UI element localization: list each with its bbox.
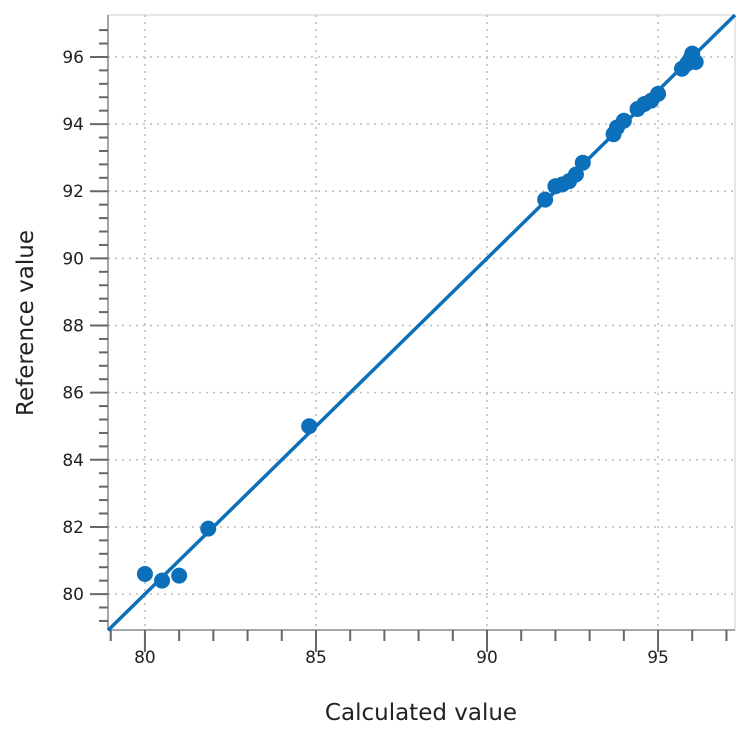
- y-tick-label: 84: [62, 451, 84, 471]
- y-tick-label: 86: [62, 384, 84, 404]
- data-point: [154, 572, 171, 589]
- data-point: [136, 565, 153, 582]
- y-tick-label: 96: [62, 48, 84, 68]
- y-tick-label: 92: [62, 182, 84, 202]
- data-point: [682, 50, 699, 67]
- y-tick-label: 90: [62, 249, 84, 269]
- data-point: [171, 567, 188, 584]
- axes: [90, 15, 735, 652]
- x-tick-label: 95: [647, 648, 669, 668]
- y-tick-label: 80: [62, 585, 84, 605]
- data-point: [615, 112, 632, 129]
- grid: [108, 15, 735, 630]
- data-point: [537, 191, 554, 208]
- data-point: [200, 520, 217, 537]
- y-tick-label: 88: [62, 317, 84, 337]
- tick-labels: 80 85 90 95 80 82 84 86 88 90 92 94 96: [62, 48, 668, 668]
- data-point: [574, 154, 591, 171]
- x-tick-label: 90: [476, 648, 498, 668]
- data-marks: [106, 13, 737, 632]
- y-tick-label: 94: [62, 115, 84, 135]
- x-tick-label: 85: [305, 648, 327, 668]
- x-axis-label: Calculated value: [325, 700, 517, 726]
- data-point: [650, 85, 667, 102]
- data-point: [301, 418, 318, 435]
- y-tick-label: 82: [62, 518, 84, 538]
- y-axis-label: Reference value: [13, 230, 39, 416]
- x-tick-label: 80: [134, 648, 156, 668]
- data-point: [567, 166, 584, 183]
